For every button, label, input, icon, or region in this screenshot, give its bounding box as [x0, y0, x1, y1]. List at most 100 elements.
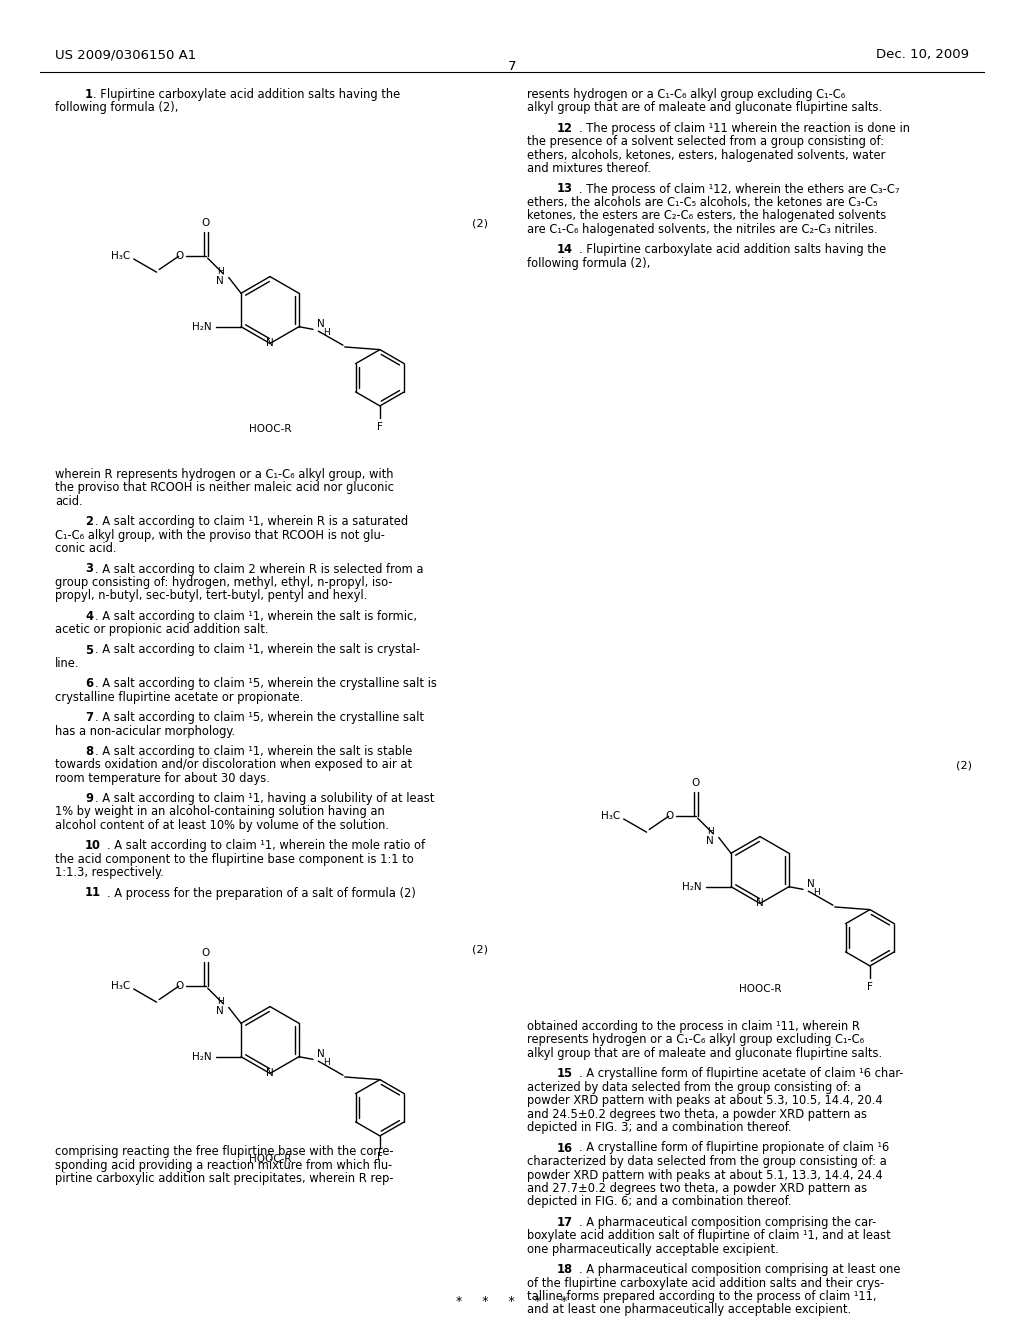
Text: O: O	[666, 812, 674, 821]
Text: and 27.7±0.2 degrees two theta, a powder XRD pattern as: and 27.7±0.2 degrees two theta, a powder…	[527, 1181, 867, 1195]
Text: boxylate acid addition salt of flupirtine of claim ¹1, and at least: boxylate acid addition salt of flupirtin…	[527, 1229, 891, 1242]
Text: H₃C: H₃C	[111, 251, 130, 261]
Text: pirtine carboxylic addition salt precipitates, wherein R rep-: pirtine carboxylic addition salt precipi…	[55, 1172, 393, 1185]
Text: O: O	[202, 218, 210, 228]
Text: HOOC-R: HOOC-R	[738, 983, 781, 994]
Text: 7: 7	[508, 59, 516, 73]
Text: ethers, the alcohols are C₁-C₅ alcohols, the ketones are C₃-C₅: ethers, the alcohols are C₁-C₅ alcohols,…	[527, 195, 878, 209]
Text: O: O	[202, 948, 210, 958]
Text: 2: 2	[85, 515, 93, 528]
Text: . A salt according to claim ¹1, wherein the salt is crystal-: . A salt according to claim ¹1, wherein …	[95, 644, 420, 656]
Text: crystalline flupirtine acetate or propionate.: crystalline flupirtine acetate or propio…	[55, 690, 303, 704]
Text: 12: 12	[557, 121, 573, 135]
Text: 11: 11	[85, 887, 101, 899]
Text: towards oxidation and/or discoloration when exposed to air at: towards oxidation and/or discoloration w…	[55, 758, 412, 771]
Text: 14: 14	[557, 243, 573, 256]
Text: alkyl group that are of maleate and gluconate flupirtine salts.: alkyl group that are of maleate and gluc…	[527, 102, 882, 115]
Text: following formula (2),: following formula (2),	[527, 257, 650, 269]
Text: powder XRD pattern with peaks at about 5.3, 10.5, 14.4, 20.4: powder XRD pattern with peaks at about 5…	[527, 1094, 883, 1107]
Text: . A salt according to claim ¹1, wherein the mole ratio of: . A salt according to claim ¹1, wherein …	[106, 840, 425, 853]
Text: 10: 10	[85, 840, 101, 853]
Text: 17: 17	[557, 1216, 573, 1229]
Text: alkyl group that are of maleate and gluconate flupirtine salts.: alkyl group that are of maleate and gluc…	[527, 1047, 882, 1060]
Text: acetic or propionic acid addition salt.: acetic or propionic acid addition salt.	[55, 623, 268, 636]
Text: 16: 16	[557, 1142, 573, 1155]
Text: 5: 5	[85, 644, 93, 656]
Text: N: N	[266, 338, 273, 348]
Text: H: H	[217, 997, 223, 1006]
Text: H: H	[814, 888, 820, 898]
Text: are C₁-C₆ halogenated solvents, the nitriles are C₂-C₃ nitriles.: are C₁-C₆ halogenated solvents, the nitr…	[527, 223, 878, 236]
Text: ketones, the esters are C₂-C₆ esters, the halogenated solvents: ketones, the esters are C₂-C₆ esters, th…	[527, 210, 886, 223]
Text: depicted in FIG. 3; and a combination thereof.: depicted in FIG. 3; and a combination th…	[527, 1121, 792, 1134]
Text: 3: 3	[85, 562, 93, 576]
Text: C₁-C₆ alkyl group, with the proviso that RCOOH is not glu-: C₁-C₆ alkyl group, with the proviso that…	[55, 529, 385, 541]
Text: F: F	[867, 982, 872, 991]
Text: . A salt according to claim ¹1, having a solubility of at least: . A salt according to claim ¹1, having a…	[95, 792, 434, 805]
Text: F: F	[377, 422, 383, 432]
Text: O: O	[175, 251, 184, 261]
Text: . A crystalline form of flupirtine acetate of claim ¹6 char-: . A crystalline form of flupirtine aceta…	[579, 1068, 903, 1080]
Text: N: N	[706, 836, 714, 846]
Text: N: N	[266, 1068, 273, 1078]
Text: represents hydrogen or a C₁-C₆ alkyl group excluding C₁-C₆: represents hydrogen or a C₁-C₆ alkyl gro…	[527, 1034, 864, 1047]
Text: . The process of claim ¹11 wherein the reaction is done in: . The process of claim ¹11 wherein the r…	[579, 121, 910, 135]
Text: 1: 1	[85, 88, 93, 102]
Text: . A crystalline form of flupirtine propionate of claim ¹6: . A crystalline form of flupirtine propi…	[579, 1142, 889, 1155]
Text: H: H	[707, 826, 714, 836]
Text: . A process for the preparation of a salt of formula (2): . A process for the preparation of a sal…	[106, 887, 416, 899]
Text: 7: 7	[85, 711, 93, 723]
Text: 4: 4	[85, 610, 93, 623]
Text: . A salt according to claim ¹1, wherein R is a saturated: . A salt according to claim ¹1, wherein …	[95, 515, 409, 528]
Text: the acid component to the flupirtine base component is 1:1 to: the acid component to the flupirtine bas…	[55, 853, 414, 866]
Text: O: O	[175, 981, 184, 991]
Text: comprising reacting the free flupirtine base with the corre-: comprising reacting the free flupirtine …	[55, 1144, 393, 1158]
Text: . A salt according to claim 2 wherein R is selected from a: . A salt according to claim 2 wherein R …	[95, 562, 424, 576]
Text: H₃C: H₃C	[111, 981, 130, 991]
Text: 8: 8	[85, 744, 93, 758]
Text: acid.: acid.	[55, 495, 83, 508]
Text: (2): (2)	[956, 760, 972, 770]
Text: the proviso that RCOOH is neither maleic acid nor gluconic: the proviso that RCOOH is neither maleic…	[55, 482, 394, 495]
Text: . A pharmaceutical composition comprising at least one: . A pharmaceutical composition comprisin…	[579, 1263, 900, 1276]
Text: characterized by data selected from the group consisting of: a: characterized by data selected from the …	[527, 1155, 887, 1168]
Text: alcohol content of at least 10% by volume of the solution.: alcohol content of at least 10% by volum…	[55, 818, 389, 832]
Text: . Flupirtine carboxylate acid addition salts having the: . Flupirtine carboxylate acid addition s…	[579, 243, 886, 256]
Text: following formula (2),: following formula (2),	[55, 102, 178, 115]
Text: HOOC-R: HOOC-R	[249, 424, 291, 433]
Text: 1% by weight in an alcohol-containing solution having an: 1% by weight in an alcohol-containing so…	[55, 805, 385, 818]
Text: . A salt according to claim ¹5, wherein the crystalline salt: . A salt according to claim ¹5, wherein …	[95, 711, 424, 723]
Text: depicted in FIG. 6; and a combination thereof.: depicted in FIG. 6; and a combination th…	[527, 1196, 792, 1209]
Text: the presence of a solvent selected from a group consisting of:: the presence of a solvent selected from …	[527, 135, 884, 148]
Text: and mixtures thereof.: and mixtures thereof.	[527, 162, 651, 176]
Text: F: F	[377, 1152, 383, 1162]
Text: and 24.5±0.2 degrees two theta, a powder XRD pattern as: and 24.5±0.2 degrees two theta, a powder…	[527, 1107, 867, 1121]
Text: line.: line.	[55, 657, 80, 671]
Text: HOOC-R: HOOC-R	[249, 1154, 291, 1163]
Text: H₂N: H₂N	[193, 322, 212, 331]
Text: H: H	[217, 267, 223, 276]
Text: . A pharmaceutical composition comprising the car-: . A pharmaceutical composition comprisin…	[579, 1216, 877, 1229]
Text: H₃C: H₃C	[601, 812, 621, 821]
Text: has a non-acicular morphology.: has a non-acicular morphology.	[55, 725, 236, 738]
Text: H: H	[324, 329, 331, 338]
Text: N: N	[807, 879, 814, 890]
Text: N: N	[316, 1049, 325, 1059]
Text: 18: 18	[557, 1263, 573, 1276]
Text: H₂N: H₂N	[193, 1052, 212, 1061]
Text: (2): (2)	[472, 945, 488, 954]
Text: O: O	[692, 779, 700, 788]
Text: ethers, alcohols, ketones, esters, halogenated solvents, water: ethers, alcohols, ketones, esters, halog…	[527, 149, 886, 162]
Text: N: N	[216, 1006, 223, 1015]
Text: N: N	[316, 319, 325, 329]
Text: *     *     *     *     *: * * * * *	[457, 1295, 567, 1308]
Text: conic acid.: conic acid.	[55, 543, 117, 556]
Text: 9: 9	[85, 792, 93, 805]
Text: propyl, n-butyl, sec-butyl, tert-butyl, pentyl and hexyl.: propyl, n-butyl, sec-butyl, tert-butyl, …	[55, 590, 368, 602]
Text: 13: 13	[557, 182, 573, 195]
Text: . A salt according to claim ¹1, wherein the salt is stable: . A salt according to claim ¹1, wherein …	[95, 744, 413, 758]
Text: acterized by data selected from the group consisting of: a: acterized by data selected from the grou…	[527, 1081, 861, 1094]
Text: wherein R represents hydrogen or a C₁-C₆ alkyl group, with: wherein R represents hydrogen or a C₁-C₆…	[55, 469, 393, 480]
Text: H: H	[324, 1059, 331, 1068]
Text: of the flupirtine carboxylate acid addition salts and their crys-: of the flupirtine carboxylate acid addit…	[527, 1276, 885, 1290]
